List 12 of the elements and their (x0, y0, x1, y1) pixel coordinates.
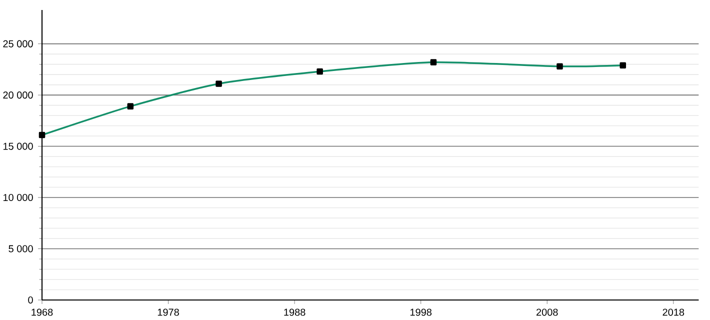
x-tick-label: 2008 (536, 308, 558, 316)
x-tick-label: 1978 (158, 308, 179, 316)
y-tick-label: 5 000 (8, 245, 33, 252)
y-tick-label: 20 000 (3, 92, 33, 99)
y-tick-label: 0 (28, 296, 33, 304)
y-tick-label: 10 000 (3, 194, 33, 202)
y-tick-label: 15 000 (3, 142, 33, 150)
x-tick-label: 1998 (410, 308, 432, 316)
x-tick-label: 2018 (662, 308, 684, 316)
x-tick-label: 1988 (284, 308, 306, 316)
x-tick-label: 1968 (32, 308, 53, 316)
y-tick-label: 25 000 (3, 40, 33, 48)
